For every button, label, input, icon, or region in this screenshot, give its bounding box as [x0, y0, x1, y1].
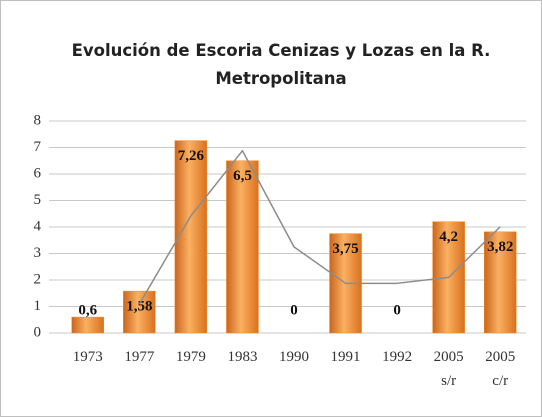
- bar: [483, 231, 517, 334]
- y-tick-label: 8: [34, 112, 42, 128]
- y-tick-label: 5: [34, 192, 42, 208]
- x-tick-label: 1990: [279, 349, 309, 365]
- x-tick-label: 2005 c/r: [485, 349, 516, 389]
- data-label: 6,5: [233, 168, 252, 184]
- x-tick-label: 1977: [124, 349, 155, 365]
- data-label: 1,58: [126, 299, 152, 315]
- y-tick-label: 6: [34, 165, 42, 181]
- x-tick-label: 1973: [72, 349, 103, 365]
- data-label: 7,26: [178, 148, 205, 164]
- trend-line: [138, 149, 501, 305]
- y-tick-label: 4: [34, 218, 42, 234]
- data-label: 0: [290, 302, 298, 318]
- x-tick-label: 1979: [175, 349, 206, 365]
- y-tick-label: 7: [34, 139, 42, 155]
- chart-title: Evolución de Escoria Cenizas y Lozas en …: [71, 41, 491, 88]
- y-tick-label: 1: [34, 298, 42, 314]
- data-label: 4,2: [439, 229, 458, 245]
- data-label: 0: [393, 302, 401, 318]
- bar: [226, 160, 259, 334]
- y-tick-label: 3: [34, 245, 42, 261]
- data-label: 3,82: [487, 239, 513, 255]
- y-tick-label: 0: [34, 324, 42, 340]
- y-tick-label: 2: [34, 271, 42, 287]
- x-tick-label: 2005 s/r: [433, 349, 464, 389]
- x-tick-label: 1983: [227, 349, 258, 365]
- bar: [174, 140, 208, 334]
- bar: [71, 316, 105, 334]
- data-label: 3,75: [332, 241, 358, 257]
- x-tick-label: 1991: [330, 349, 361, 365]
- data-label: 0,6: [78, 302, 97, 318]
- x-tick-label: 1992: [382, 349, 413, 365]
- bar: [123, 290, 156, 334]
